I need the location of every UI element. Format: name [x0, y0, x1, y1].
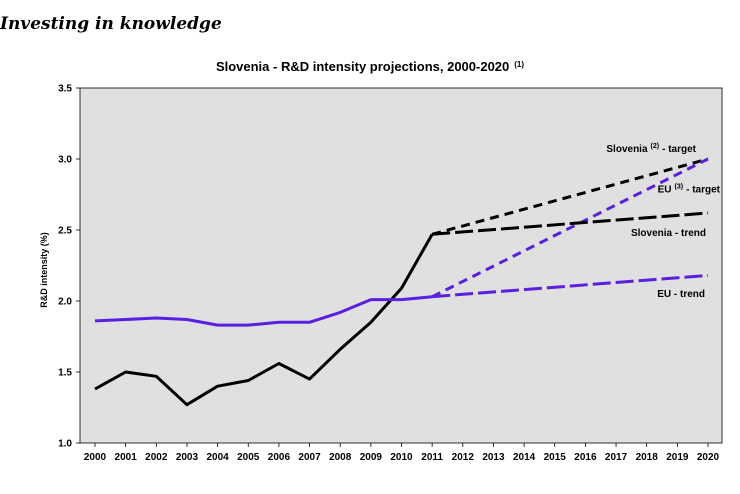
x-axis: 2000 2001 2002 2003 2004 2005 2006 2007 2008 2009…: [84, 443, 720, 463]
y-tick-label: 3.5: [58, 84, 72, 95]
x-tick-label: 2018: [636, 452, 659, 463]
x-tick-label: 2003: [176, 452, 199, 463]
x-tick-label: 2016: [574, 452, 597, 463]
y-tick-label: 1.0: [58, 439, 72, 450]
x-tick-label: 2001: [115, 452, 138, 463]
x-tick-label: 2004: [206, 452, 229, 463]
series-line-slovenia: [94, 233, 434, 407]
series-line-eu-trend: [432, 273, 709, 299]
page-heading: Investing in knowledge: [0, 14, 222, 34]
y-tick-label: 1.5: [58, 368, 72, 379]
series-line-slovenia-target: [431, 157, 709, 236]
y-tick-label: 2.5: [58, 226, 72, 237]
x-tick-label: 2000: [84, 452, 107, 463]
x-tick-label: 2008: [329, 452, 352, 463]
chart-title-text: Slovenia - R&D intensity projections, 20…: [216, 59, 509, 74]
x-tick-label: 2011: [421, 452, 443, 463]
series-line-eu-target: [431, 157, 709, 299]
chart-title-note: (1): [514, 60, 524, 69]
x-tick-label: 2005: [237, 452, 260, 463]
series-labels: Slovenia (2) - target EU (3) - target Slovenia…: [606, 143, 720, 300]
y-tick-label: 3.0: [58, 155, 72, 166]
x-tick-label: 2019: [666, 452, 689, 463]
x-tick-label: 2006: [268, 452, 291, 463]
y-tick-label: 2.0: [58, 297, 72, 308]
y-axis-label: R&D intensity (%): [39, 232, 49, 308]
series-label-eu-trend: EU - trend: [657, 289, 705, 300]
x-tick-label: 2014: [513, 452, 536, 463]
series-line-eu: [94, 295, 433, 327]
plot-area: [79, 87, 723, 444]
x-tick-label: 2020: [697, 452, 720, 463]
series-label-slovenia-target: Slovenia (2) - target: [606, 143, 696, 155]
series-label-slovenia-trend: Slovenia - trend: [631, 228, 706, 239]
x-tick-label: 2010: [390, 452, 413, 463]
x-tick-label: 2013: [482, 452, 505, 463]
chart-title: Slovenia - R&D intensity projections, 20…: [216, 59, 524, 74]
x-tick-label: 2009: [360, 452, 383, 463]
x-tick-label: 2012: [452, 452, 475, 463]
series-label-eu-target: EU (3) - target: [658, 184, 721, 196]
x-tick-label: 2007: [298, 452, 321, 463]
series-layer: [94, 157, 709, 407]
x-tick-label: 2017: [605, 452, 628, 463]
series-line-slovenia-trend: [432, 211, 709, 236]
x-tick-label: 2002: [145, 452, 168, 463]
x-tick-label: 2015: [544, 452, 567, 463]
y-axis: 1.0 1.5 2.0 2.5 3.0 3.5: [58, 84, 80, 450]
